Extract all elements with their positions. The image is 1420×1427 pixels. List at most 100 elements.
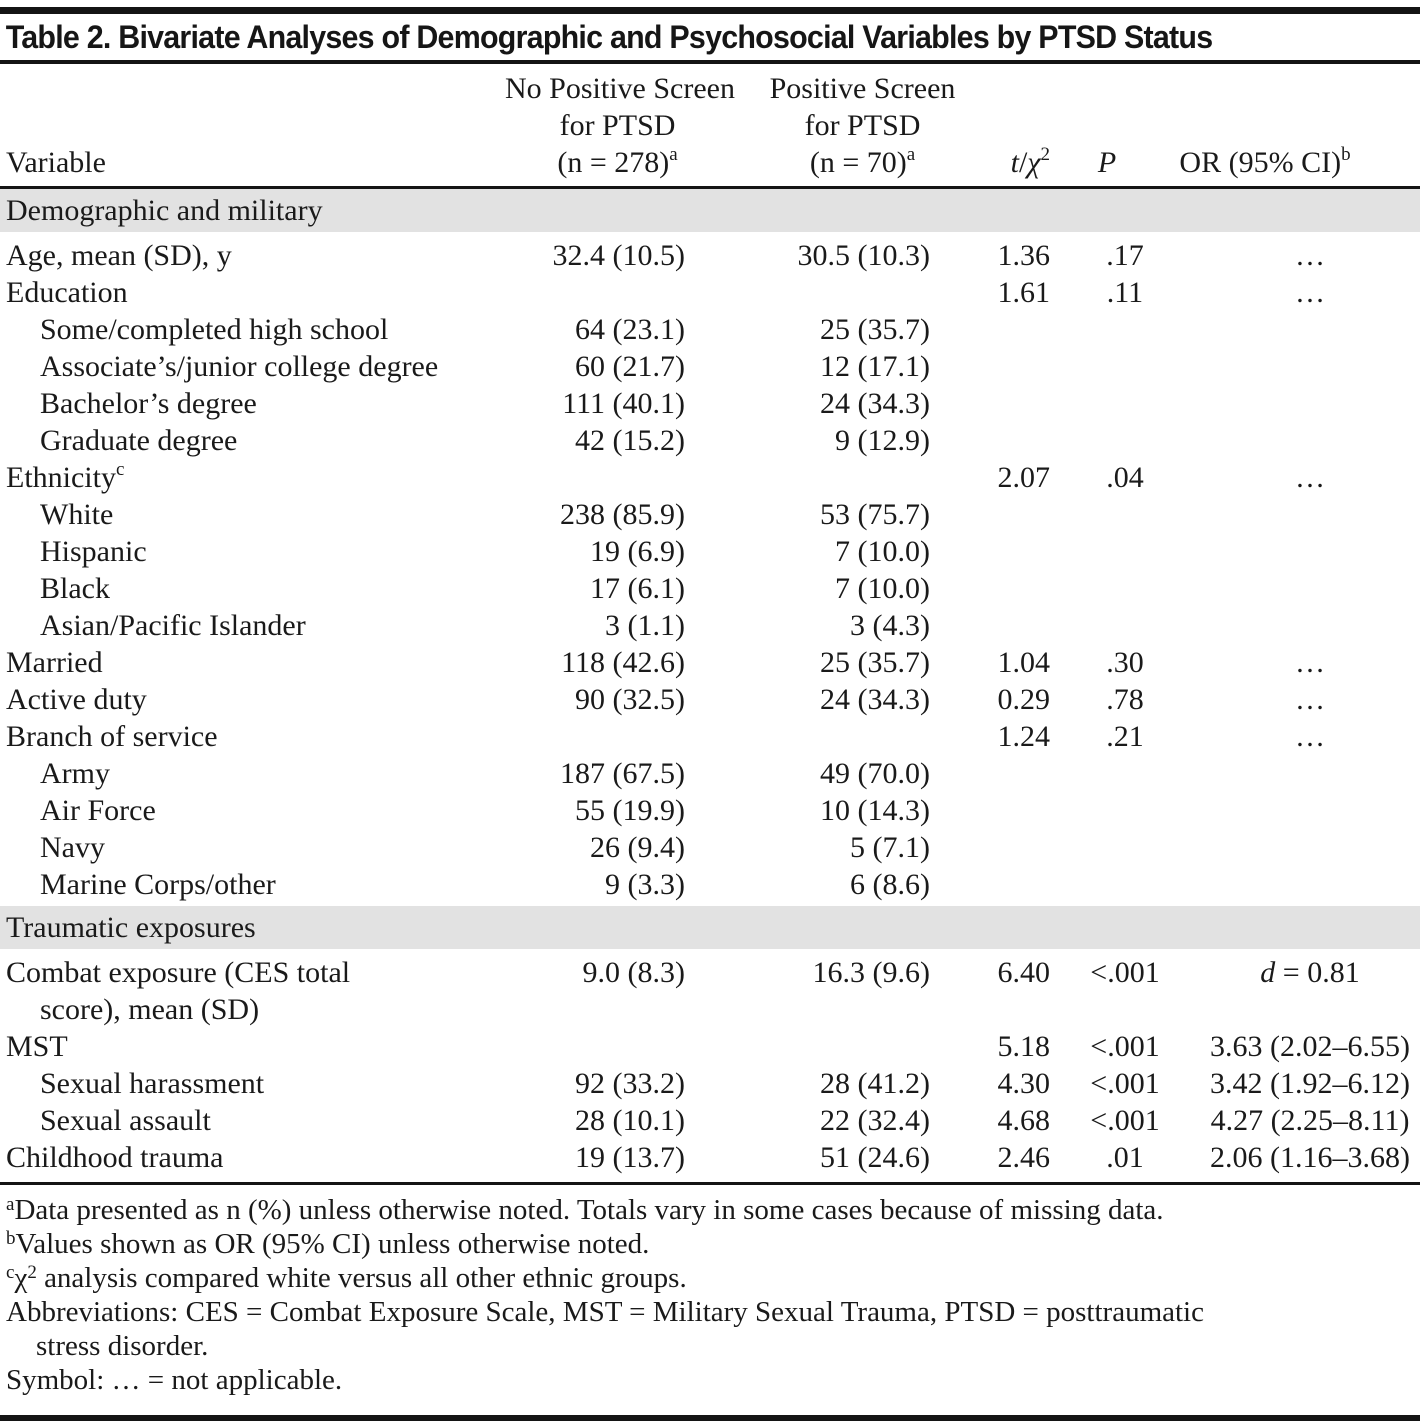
cell-no-positive-screen: 111 (40.1) <box>562 387 685 420</box>
footnote-marker-a: a <box>669 144 678 165</box>
cell-t-chi2 <box>930 385 1050 422</box>
cell-no-positive-screen <box>460 718 685 755</box>
or-ci-value: … <box>1295 646 1325 679</box>
cell-no-positive-screen <box>460 459 685 496</box>
footnote-a: aData presented as n (%) unless otherwis… <box>6 1194 1164 1226</box>
or-ci-value: 2.06 (1.16–3.68) <box>1210 1141 1410 1174</box>
cell-or-ci <box>1200 496 1420 533</box>
row-label: Married <box>6 646 103 679</box>
cell-or-ci <box>1200 348 1420 385</box>
table-row: Education 1.61 .11 … <box>0 274 1420 311</box>
cell-variable: Graduate degree <box>0 422 460 459</box>
cell-p-value <box>1050 866 1200 905</box>
cell-t-chi2 <box>930 607 1050 644</box>
or-ci-value: = 0.81 <box>1275 956 1360 989</box>
row-label-line2: score), mean (SD) <box>40 993 260 1026</box>
footnote-abbreviations: Abbreviations: CES = Combat Exposure Sca… <box>6 1295 1414 1363</box>
cell-variable: Black <box>0 570 460 607</box>
title-rule <box>0 60 1420 64</box>
cell-variable: Army <box>0 755 460 792</box>
cell-t-chi2 <box>930 311 1050 348</box>
table-row: White 238 (85.9) 53 (75.7) <box>0 496 1420 533</box>
cell-t-chi2: 2.07 <box>997 461 1051 494</box>
cell-positive-screen: 7 (10.0) <box>835 535 930 568</box>
table-row: Combat exposure (CES total score), mean (… <box>0 952 1420 1029</box>
cell-or-ci: … <box>1200 459 1420 496</box>
row-label: Bachelor’s degree <box>40 387 257 420</box>
cell-or-ci <box>1200 385 1420 422</box>
cell-p-value: .17 <box>1106 239 1144 272</box>
cell-or-ci: … <box>1200 718 1420 755</box>
cell-p-value <box>1050 533 1200 570</box>
cell-positive-screen: 7 (10.0) <box>835 572 930 605</box>
cell-t-chi2 <box>930 792 1050 829</box>
table-row: Army 187 (67.5) 49 (70.0) <box>0 755 1420 792</box>
cell-or-ci <box>1200 866 1420 905</box>
column-header-p-value: P <box>1050 64 1200 189</box>
table-row: Childhood trauma 19 (13.7) 51 (24.6) 2.4… <box>0 1139 1420 1184</box>
cell-positive-screen: 9 (12.9) <box>835 424 930 457</box>
table-title: Table 2. Bivariate Analyses of Demograph… <box>5 19 1213 55</box>
cell-p-value: <.001 <box>1090 956 1160 989</box>
cell-positive-screen: 10 (14.3) <box>820 794 930 827</box>
cell-no-positive-screen: 9 (3.3) <box>605 868 685 901</box>
cell-no-positive-screen: 55 (19.9) <box>575 794 685 827</box>
cell-t-chi2: 1.04 <box>997 646 1051 679</box>
cell-or-ci <box>1200 792 1420 829</box>
table-row: Active duty 90 (32.5) 24 (34.3) 0.29 .78… <box>0 681 1420 718</box>
footnote-marker: c <box>6 1262 15 1283</box>
cell-or-ci <box>1200 829 1420 866</box>
cell-positive-screen: 3 (4.3) <box>850 609 930 642</box>
row-label-footnote-marker: c <box>115 459 125 480</box>
cell-variable: MST <box>0 1028 460 1065</box>
chi-squared-exponent: 2 <box>1040 144 1051 165</box>
cell-variable: Associate’s/junior college degree <box>0 348 460 385</box>
cell-no-positive-screen: 90 (32.5) <box>575 683 685 716</box>
row-label: Education <box>6 276 128 309</box>
cell-no-positive-screen: 32.4 (10.5) <box>552 239 685 272</box>
cell-p-value <box>1050 755 1200 792</box>
or-ci-value: 4.27 (2.25–8.11) <box>1210 1104 1410 1137</box>
cell-no-positive-screen: 42 (15.2) <box>575 424 685 457</box>
cell-t-chi2: 4.30 <box>997 1067 1051 1100</box>
cell-or-ci: … <box>1200 235 1420 275</box>
table-row: Marine Corps/other 9 (3.3) 6 (8.6) <box>0 866 1420 905</box>
row-label: Air Force <box>40 794 156 827</box>
cell-p-value <box>1050 607 1200 644</box>
row-label: Graduate degree <box>40 424 238 457</box>
cell-p-value: .01 <box>1106 1141 1144 1174</box>
section-row: Traumatic exposures <box>0 903 1420 954</box>
row-label: Black <box>40 572 110 605</box>
footnote-symbol: Symbol: … = not applicable. <box>6 1364 343 1396</box>
cell-p-value <box>1050 385 1200 422</box>
cell-or-ci: 3.63 (2.02–6.55) <box>1200 1028 1420 1065</box>
cell-no-positive-screen: 64 (23.1) <box>575 313 685 346</box>
cell-positive-screen <box>685 1028 930 1065</box>
footnote-marker-a: a <box>906 144 916 165</box>
cell-variable: Married <box>0 644 460 681</box>
cell-or-ci: 3.42 (1.92–6.12) <box>1200 1065 1420 1102</box>
cell-or-ci: … <box>1200 274 1420 311</box>
cell-p-value <box>1050 348 1200 385</box>
cell-no-positive-screen: 28 (10.1) <box>575 1104 685 1137</box>
cell-no-positive-screen: 118 (42.6) <box>561 646 685 679</box>
cell-variable: Age, mean (SD), y <box>0 235 460 275</box>
cell-or-ci <box>1200 533 1420 570</box>
table-row: Asian/Pacific Islander 3 (1.1) 3 (4.3) <box>0 607 1420 644</box>
row-label: Age, mean (SD), y <box>6 239 232 272</box>
cell-p-value: .11 <box>1106 276 1144 309</box>
cell-or-ci <box>1200 607 1420 644</box>
cell-positive-screen: 5 (7.1) <box>850 831 930 864</box>
top-rule <box>0 7 1420 14</box>
column-header-positive-screen: Positive Screen for PTSD (n = 70)a <box>685 64 955 189</box>
row-label: Asian/Pacific Islander <box>40 609 306 642</box>
cell-p-value <box>1050 311 1200 348</box>
or-ci-value: 3.42 (1.92–6.12) <box>1210 1067 1410 1100</box>
table-row: Hispanic 19 (6.9) 7 (10.0) <box>0 533 1420 570</box>
table-row: Associate’s/junior college degree 60 (21… <box>0 348 1420 385</box>
cell-t-chi2: 1.36 <box>997 239 1051 272</box>
cell-no-positive-screen <box>460 1028 685 1065</box>
cell-positive-screen: 30.5 (10.3) <box>797 239 930 272</box>
table-row: Black 17 (6.1) 7 (10.0) <box>0 570 1420 607</box>
